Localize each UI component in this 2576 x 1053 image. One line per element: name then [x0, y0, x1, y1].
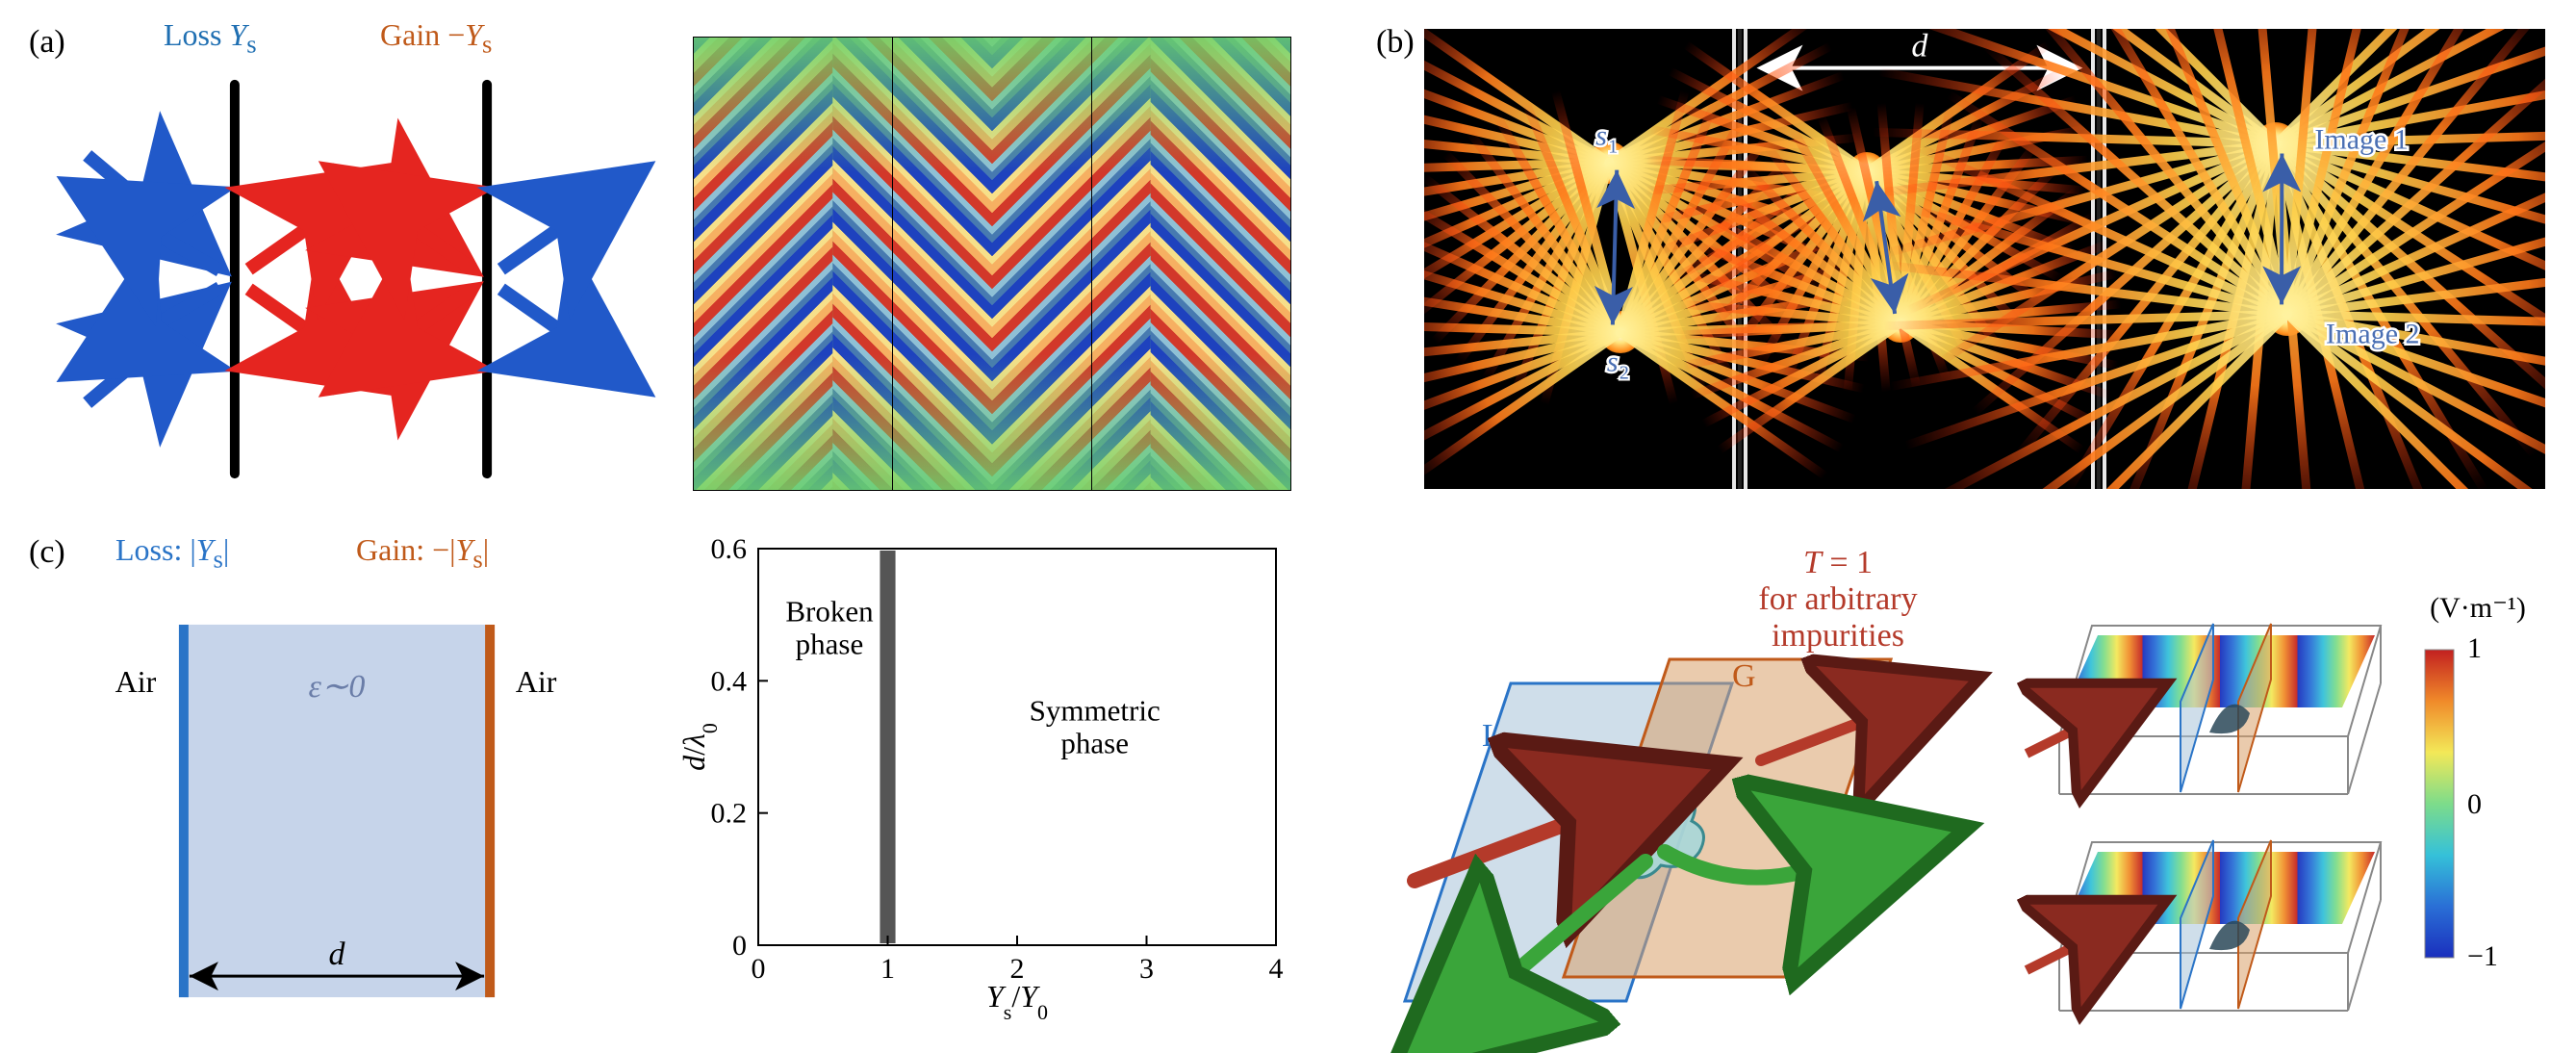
bottom-right-area: T = 1for arbitraryimpurities L G 1 0 −1 (V·m⁻¹…: [1424, 534, 2555, 1035]
svg-text:T = 1: T = 1: [1803, 545, 1873, 580]
svg-text:−1: −1: [2467, 940, 2498, 972]
svg-text:Image 1: Image 1: [2314, 124, 2408, 156]
panel-a-diagram: [87, 72, 635, 486]
svg-text:impurities: impurities: [1772, 618, 1904, 654]
svg-text:1: 1: [880, 953, 895, 985]
panel-b-sim: dss11ss22Image 1Image 1Image 2Image 2: [1424, 29, 2545, 489]
panel-label-a: (a): [29, 24, 65, 61]
svg-text:G: G: [1732, 658, 1756, 694]
panel-a-svg: [87, 72, 635, 486]
svg-text:0.4: 0.4: [711, 665, 748, 697]
svg-text:Image 2: Image 2: [2326, 318, 2419, 349]
svg-text:4: 4: [1269, 953, 1284, 985]
svg-text:d: d: [1911, 29, 1928, 64]
svg-text:Symmetric: Symmetric: [1030, 694, 1160, 728]
panel-c-gain-label: Gain: −|Ys|: [356, 532, 489, 574]
svg-text:0.6: 0.6: [711, 533, 748, 565]
phase-plot: 0123400.20.40.6Ys/Y0d/λ0BrokenphaseSymme…: [683, 539, 1289, 1020]
svg-text:s: s: [1607, 346, 1619, 377]
svg-text:phase: phase: [796, 628, 864, 661]
panel-a-gain-label: Gain −Ys: [380, 17, 492, 59]
svg-text:phase: phase: [1060, 727, 1129, 760]
svg-text:0.2: 0.2: [711, 798, 748, 830]
svg-text:1: 1: [2467, 632, 2482, 664]
svg-text:3: 3: [1139, 953, 1154, 985]
svg-text:for arbitrary: for arbitrary: [1758, 581, 1917, 617]
svg-text:(V·m⁻¹): (V·m⁻¹): [2430, 592, 2526, 624]
svg-text:d/λ0: d/λ0: [676, 723, 722, 771]
svg-text:0: 0: [732, 930, 747, 962]
svg-text:Air: Air: [115, 664, 157, 699]
panel-c-slab: AirAirε∼0d: [130, 578, 544, 1006]
svg-text:Broken: Broken: [785, 595, 874, 629]
svg-text:Air: Air: [516, 664, 557, 699]
panel-label-b: (b): [1376, 24, 1415, 61]
panel-label-c: (c): [29, 534, 65, 571]
svg-text:L: L: [1482, 718, 1502, 754]
svg-text:0: 0: [2467, 788, 2482, 820]
svg-text:d: d: [329, 937, 346, 972]
svg-text:2: 2: [1620, 362, 1629, 383]
svg-text:s: s: [1595, 120, 1607, 152]
panel-a-colorfield: [693, 37, 1291, 491]
figure-root: (a) Loss Ys Gain −Ys: [0, 0, 2576, 1053]
svg-text:1: 1: [1608, 137, 1618, 158]
svg-text:Ys/Y0: Ys/Y0: [986, 979, 1048, 1024]
svg-text:ε∼0: ε∼0: [309, 669, 366, 705]
svg-text:0: 0: [752, 953, 766, 985]
panel-c-loss-label: Loss: |Ys|: [115, 532, 229, 574]
panel-a-loss-label: Loss Ys: [164, 17, 257, 59]
